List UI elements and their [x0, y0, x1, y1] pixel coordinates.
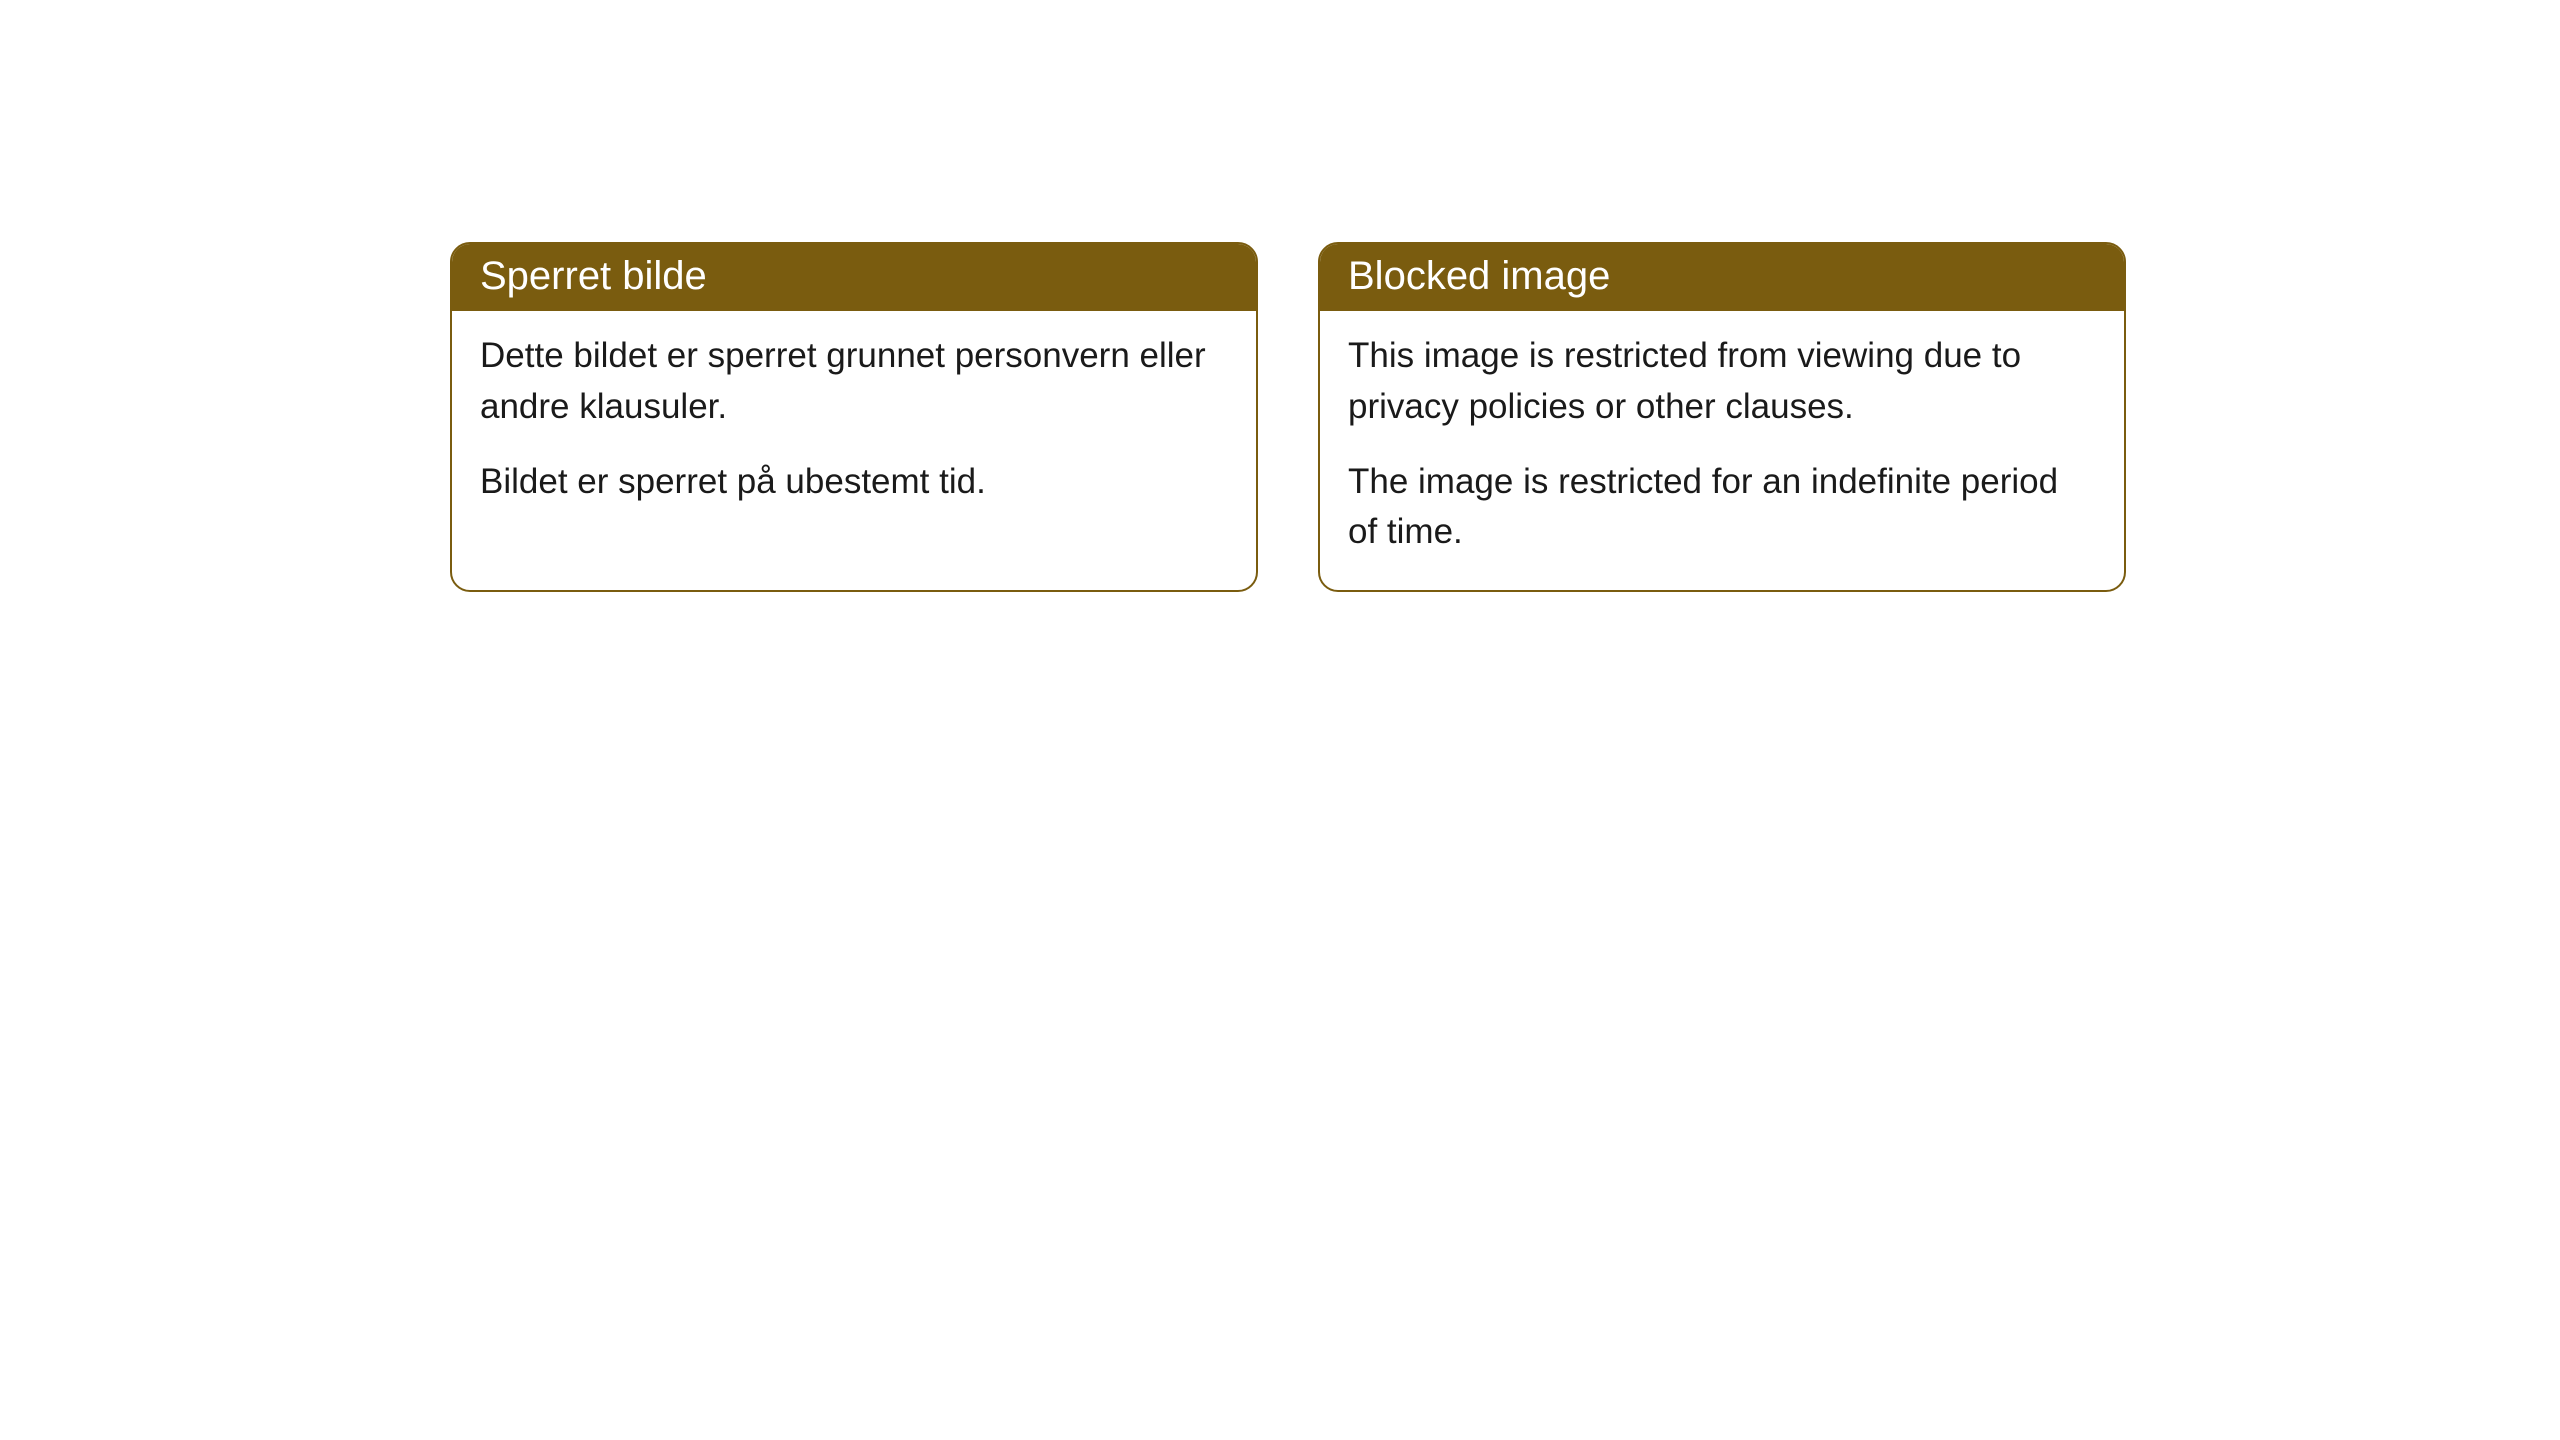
- blocked-image-notice-container: Sperret bilde Dette bildet er sperret gr…: [450, 242, 2126, 592]
- card-text-norwegian-2: Bildet er sperret på ubestemt tid.: [480, 457, 1228, 508]
- card-title-norwegian: Sperret bilde: [452, 244, 1256, 311]
- card-body-english: This image is restricted from viewing du…: [1320, 311, 2124, 590]
- blocked-image-card-english: Blocked image This image is restricted f…: [1318, 242, 2126, 592]
- card-body-norwegian: Dette bildet er sperret grunnet personve…: [452, 311, 1256, 539]
- card-text-norwegian-1: Dette bildet er sperret grunnet personve…: [480, 331, 1228, 433]
- card-text-english-1: This image is restricted from viewing du…: [1348, 331, 2096, 433]
- card-text-english-2: The image is restricted for an indefinit…: [1348, 457, 2096, 559]
- blocked-image-card-norwegian: Sperret bilde Dette bildet er sperret gr…: [450, 242, 1258, 592]
- card-title-english: Blocked image: [1320, 244, 2124, 311]
